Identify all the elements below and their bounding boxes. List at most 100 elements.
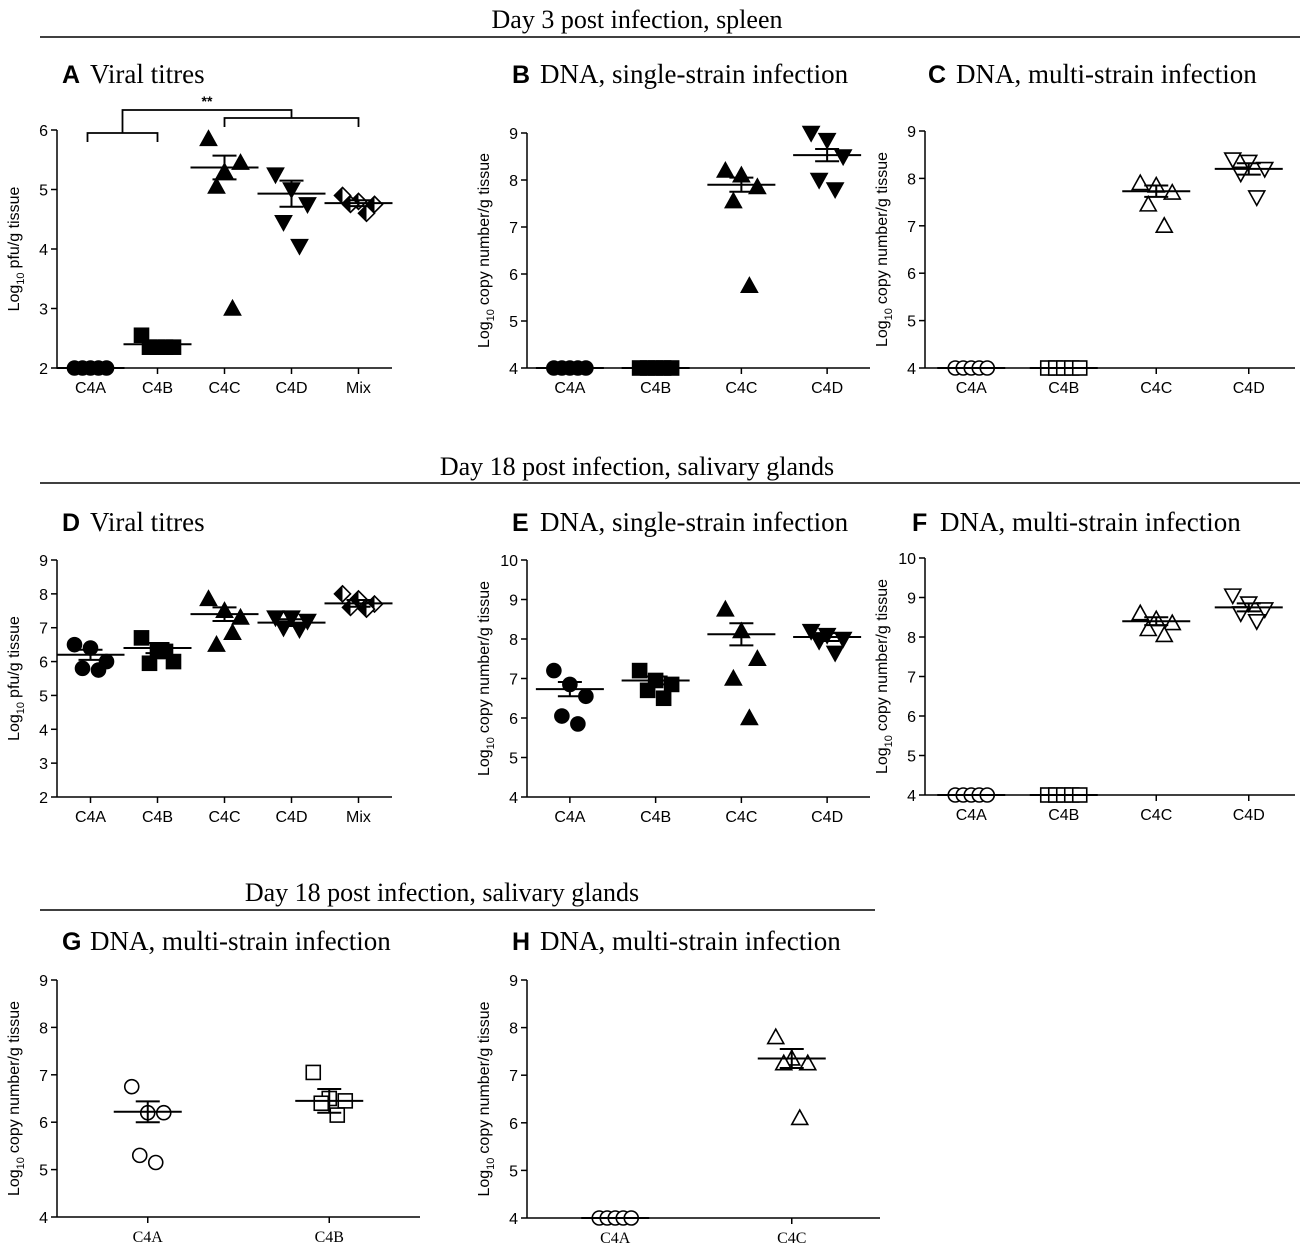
- y-tick-label: 2: [39, 361, 48, 378]
- y-tick-label: 7: [509, 672, 518, 689]
- x-tick-label: C4B: [315, 1229, 344, 1245]
- point: [740, 276, 759, 293]
- point: [298, 197, 317, 215]
- point: [774, 1053, 794, 1071]
- point: [766, 1027, 786, 1045]
- y-tick-label: 5: [509, 314, 518, 331]
- point: [1247, 190, 1267, 208]
- point: [631, 662, 648, 679]
- y-label-base: Log: [6, 1169, 23, 1196]
- error-bar: [346, 598, 371, 608]
- panel-title: DNA, multi-strain infection: [540, 926, 841, 956]
- error-bar: [1236, 162, 1261, 176]
- y-tick-label: 9: [509, 593, 518, 610]
- y-tick-label: 4: [39, 1210, 48, 1227]
- error-bar: [212, 606, 237, 622]
- y-tick-label: 8: [509, 173, 518, 190]
- point: [716, 599, 735, 617]
- y-axis-label: Log10 pfu/g tissue: [6, 187, 27, 312]
- y-label-text: pfu/g tissue: [6, 187, 23, 269]
- y-axis-label: Log10 copy number/g tissue: [874, 579, 895, 774]
- x-tick-label: C4A: [956, 807, 987, 824]
- y-label-text: copy number/g tissue: [476, 153, 493, 305]
- y-label-subscript: 10: [883, 308, 895, 320]
- x-tick-label: Mix: [346, 809, 371, 826]
- y-tick-label: 4: [509, 1211, 518, 1228]
- point: [825, 645, 845, 663]
- point: [305, 1064, 322, 1081]
- y-label-subscript: 10: [485, 737, 497, 749]
- x-tick-label: C4D: [275, 809, 307, 826]
- y-tick-label: 6: [509, 267, 518, 284]
- point: [833, 149, 853, 167]
- point: [748, 177, 767, 195]
- point: [801, 125, 821, 143]
- x-tick-label: C4A: [75, 380, 106, 397]
- point: [199, 589, 218, 607]
- point: [199, 129, 218, 147]
- y-tick-label: 8: [509, 1021, 518, 1038]
- y-axis-label: Log10 copy number/g tissue: [476, 1001, 497, 1196]
- error-bar: [729, 176, 754, 193]
- section-header: Day 18 post infection, salivary glands: [440, 452, 834, 481]
- y-tick-label: 6: [509, 711, 518, 728]
- panel-title: DNA, multi-strain infection: [956, 59, 1257, 89]
- y-label-subscript: 10: [485, 309, 497, 321]
- y-axis-label: Log10 copy number/g tissue: [6, 1001, 27, 1196]
- error-bar: [729, 622, 754, 647]
- error-bar: [145, 641, 170, 655]
- error-bar: [779, 1048, 804, 1070]
- point: [639, 682, 656, 699]
- x-tick-label: C4C: [725, 380, 757, 397]
- point: [833, 631, 853, 649]
- y-tick-label: 4: [907, 788, 916, 805]
- y-tick-label: 4: [907, 361, 916, 378]
- y-label-subscript: 10: [15, 272, 27, 284]
- x-tick-label: C4B: [640, 809, 671, 826]
- error-bar: [279, 179, 304, 208]
- y-tick-label: 4: [509, 361, 518, 378]
- x-tick-label: C4B: [1048, 380, 1079, 397]
- y-tick-label: 6: [39, 1115, 48, 1132]
- point: [809, 172, 829, 190]
- y-tick-label: 8: [907, 630, 916, 647]
- y-axis-label: Log10 copy number/g tissue: [874, 152, 895, 347]
- point: [207, 634, 226, 652]
- point: [1223, 588, 1243, 606]
- y-axis-label: Log10 pfu/g tissue: [6, 616, 27, 741]
- error-bar: [1144, 184, 1169, 198]
- error-bar: [1144, 616, 1169, 627]
- y-tick-label: 9: [907, 124, 916, 141]
- y-label-subscript: 10: [15, 1157, 27, 1169]
- error-bar: [346, 199, 371, 208]
- point: [748, 649, 767, 666]
- point: [90, 662, 107, 678]
- x-tick-label: C4D: [1233, 380, 1265, 397]
- x-tick-label: Mix: [346, 380, 371, 397]
- y-axis-label: Log10 copy number/g tissue: [476, 581, 497, 776]
- y-tick-label: 6: [907, 266, 916, 283]
- y-label-base: Log: [6, 285, 23, 312]
- point: [1231, 606, 1251, 623]
- point: [798, 1053, 818, 1071]
- x-tick-label: C4C: [1140, 380, 1172, 397]
- y-tick-label: 7: [509, 220, 518, 237]
- y-label-text: copy number/g tissue: [6, 1001, 23, 1153]
- y-tick-label: 7: [39, 1068, 48, 1085]
- significance-label: **: [202, 93, 213, 109]
- point: [1138, 619, 1158, 637]
- point: [570, 716, 586, 732]
- x-tick-label: C4C: [777, 1230, 806, 1245]
- error-bar: [815, 147, 840, 163]
- y-tick-label: 7: [39, 621, 48, 638]
- panel-letter: C: [928, 61, 946, 89]
- y-tick-label: 8: [39, 587, 48, 604]
- y-label-subscript: 10: [15, 702, 27, 714]
- y-label-base: Log: [476, 321, 493, 348]
- panel-letter: B: [512, 61, 530, 89]
- y-tick-label: 5: [509, 1163, 518, 1180]
- point: [123, 1078, 140, 1095]
- point: [133, 630, 150, 646]
- x-tick-label: C4A: [554, 809, 585, 826]
